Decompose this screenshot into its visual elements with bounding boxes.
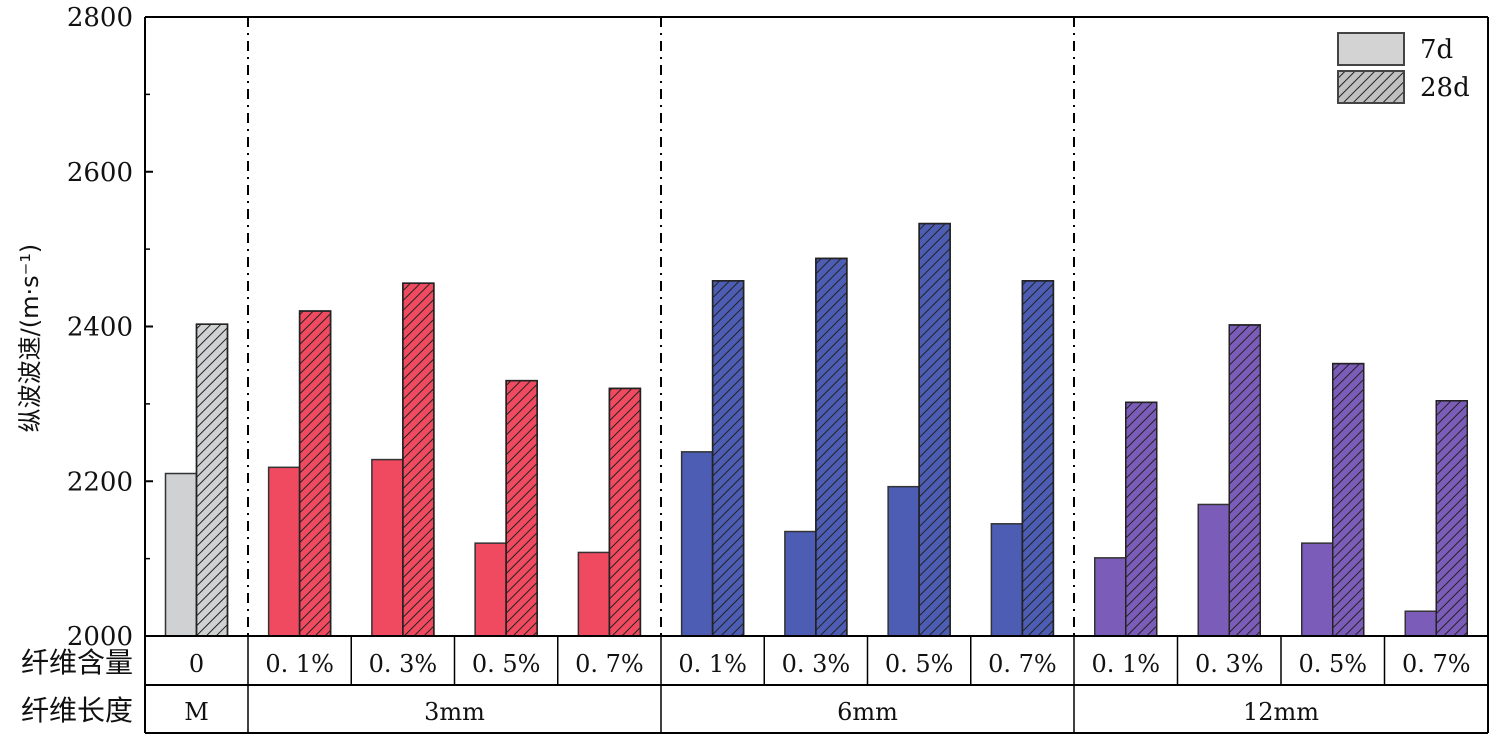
bar-7d bbox=[164, 472, 198, 637]
bar-28d-hatch bbox=[402, 282, 435, 637]
bar-7d bbox=[1094, 557, 1127, 637]
bar-7d bbox=[577, 551, 611, 637]
fiber-content-label: 0. 5% bbox=[1298, 650, 1367, 678]
y-tick-label: 2000 bbox=[67, 622, 133, 652]
bar-28d-hatch bbox=[711, 280, 745, 637]
legend-label: 7d bbox=[1420, 35, 1453, 65]
bar-7d bbox=[371, 458, 404, 637]
bar-7d bbox=[1404, 610, 1437, 637]
fiber-content-label: 0. 5% bbox=[885, 650, 954, 678]
fiber-content-label: 0. 7% bbox=[988, 650, 1057, 678]
bar-28d-hatch bbox=[1021, 280, 1055, 637]
bar-7d bbox=[267, 466, 301, 637]
fiber-content-label: 0. 1% bbox=[678, 650, 747, 678]
fiber-content-label: 0. 7% bbox=[1402, 650, 1471, 678]
bar-28d-hatch bbox=[1125, 401, 1158, 637]
fiber-length-label: 6mm bbox=[837, 698, 898, 726]
bar-7d bbox=[474, 542, 507, 637]
fiber-content-label: 0. 5% bbox=[472, 650, 541, 678]
legend-swatch bbox=[1337, 32, 1405, 66]
legend-label: 28d bbox=[1420, 73, 1470, 103]
fiber-content-label: 0. 3% bbox=[369, 650, 438, 678]
bar-7d bbox=[990, 523, 1024, 637]
bar-7d bbox=[1301, 542, 1334, 637]
legend-swatch-hatch bbox=[1337, 70, 1405, 104]
row-header-content: 纤维含量 bbox=[21, 646, 133, 679]
fiber-content-label: 0. 3% bbox=[1195, 650, 1264, 678]
bars-layer bbox=[164, 222, 1468, 637]
bar-28d-hatch bbox=[815, 257, 848, 637]
bar-28d-hatch bbox=[195, 323, 229, 637]
fiber-content-label: 0. 1% bbox=[1091, 650, 1160, 678]
bar-7d bbox=[784, 530, 817, 637]
y-tick-label: 2400 bbox=[67, 313, 133, 343]
row-header-length: 纤维长度 bbox=[21, 694, 133, 727]
y-axis-label: 纵波波速/(m·s⁻¹) bbox=[16, 244, 44, 433]
axes-layer: 2000 2200 2400 2600 2800 纵波波速/(m·s⁻¹) bbox=[16, 3, 1489, 652]
bar-28d-hatch bbox=[1435, 400, 1468, 637]
fiber-content-label: 0. 3% bbox=[782, 650, 851, 678]
bar-28d-hatch bbox=[1228, 324, 1261, 637]
y-tick-label: 2600 bbox=[67, 158, 133, 188]
bar-28d-hatch bbox=[1332, 362, 1365, 637]
bar-28d-hatch bbox=[918, 222, 951, 637]
y-tick-label: 2200 bbox=[67, 467, 133, 497]
fiber-length-label: M bbox=[184, 698, 209, 726]
fiber-content-label: 0. 1% bbox=[265, 650, 334, 678]
fiber-content-label: 0 bbox=[189, 650, 204, 678]
fiber-length-label: 3mm bbox=[424, 698, 485, 726]
y-tick-label: 2800 bbox=[67, 3, 133, 33]
bar-7d bbox=[1197, 503, 1230, 637]
fiber-length-label: 12mm bbox=[1243, 698, 1319, 726]
bar-7d bbox=[680, 451, 714, 637]
bar-28d-hatch bbox=[608, 387, 642, 637]
category-table: 0 0. 1% 0. 3% 0. 5% 0. 7% 0. 1% 0. 3% 0. 5% 0. 7… bbox=[21, 636, 1489, 734]
bar-28d-hatch bbox=[298, 310, 332, 637]
bar-7d bbox=[887, 485, 920, 637]
fiber-content-label: 0. 7% bbox=[575, 650, 644, 678]
bar-28d-hatch bbox=[505, 379, 538, 637]
